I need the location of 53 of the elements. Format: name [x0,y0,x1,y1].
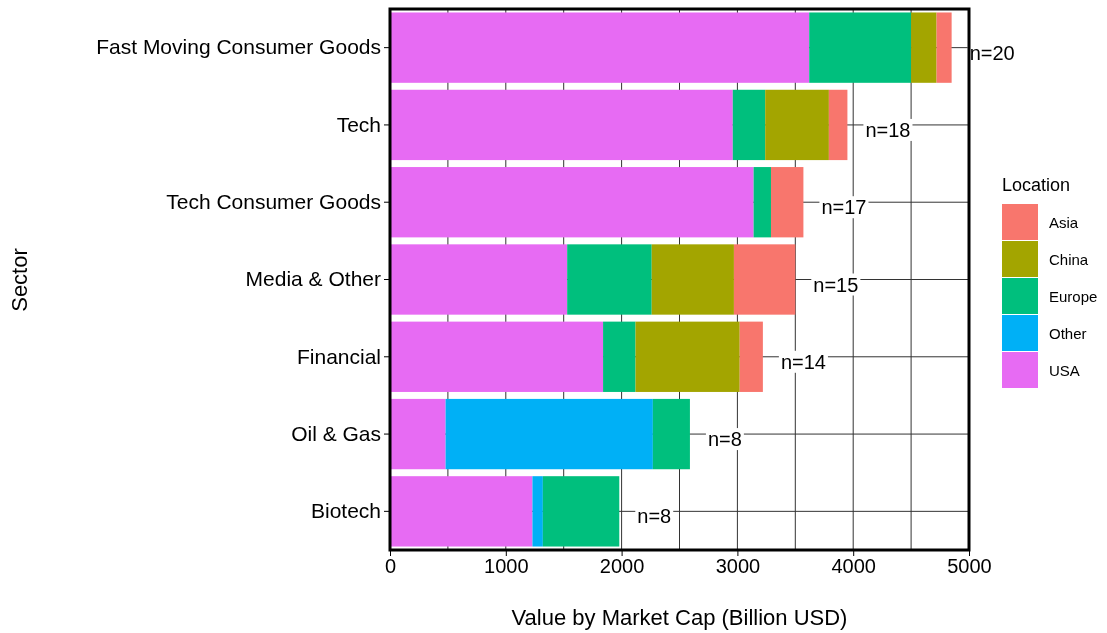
legend-label: Europe [1049,288,1098,305]
bar [635,321,740,392]
bar [542,476,620,547]
bar [652,398,690,470]
bar [765,89,829,161]
y-tick-label: Biotech [310,499,381,523]
x-tick-label: 0 [384,555,397,578]
annotation: n=8 [707,428,742,451]
y-axis-title: Sector [7,248,32,312]
bar [733,244,796,315]
x-tick-label: 2000 [599,555,645,578]
legend-title: Location [1002,175,1071,195]
annotation: n=8 [637,505,672,528]
annotation: n=15 [813,273,859,296]
y-tick-label: Oil & Gas [291,421,381,445]
bar [753,167,771,238]
bar [809,12,912,83]
x-tick-label: 1000 [484,555,529,578]
bar [828,89,848,161]
y-tick-label: Tech Consumer Goods [166,189,381,213]
bar [445,398,653,470]
bar [936,12,952,83]
bar [770,167,804,238]
x-axis-title: Value by Market Cap (Billion USD) [511,605,848,630]
annotation: n=17 [821,196,867,219]
bar [651,244,734,315]
y-tick-label: Media & Other [245,267,381,291]
bar [739,321,763,392]
legend-label: China [1049,251,1089,268]
bar [567,244,652,315]
annotation: n=18 [865,118,911,141]
bar [532,476,543,547]
text: n=20 [969,41,1015,64]
x-tick-label: 5000 [947,555,992,578]
bar [390,89,733,161]
annotation: n=14 [780,350,826,373]
legend-label: Other [1049,325,1087,342]
legend-label: Asia [1049,214,1079,231]
bar [390,167,754,238]
bar [390,476,533,547]
bar [390,12,810,83]
bar [390,244,568,315]
bar [732,89,766,161]
legend-label: USA [1049,362,1080,379]
x-tick-label: 4000 [831,555,876,578]
bar [390,321,604,392]
y-tick-label: Tech [336,112,381,136]
bar [911,12,937,83]
y-tick-label: Fast Moving Consumer Goods [96,35,381,59]
y-tick-label: Financial [296,344,381,368]
bar [603,321,636,392]
bar [390,398,446,470]
x-tick-label: 3000 [715,555,761,578]
